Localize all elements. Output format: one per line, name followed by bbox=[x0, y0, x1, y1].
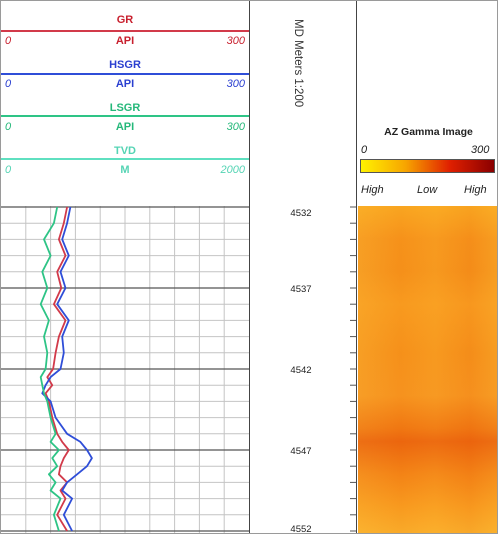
depth-ticks: 4532 4537 4542 4547 4552 bbox=[290, 206, 356, 534]
depth-track-separator bbox=[356, 1, 357, 533]
curve-lines bbox=[39, 206, 93, 532]
image-color-scale-bar bbox=[360, 159, 495, 173]
gr-legend-line bbox=[1, 30, 249, 32]
curve-track-separator bbox=[249, 1, 250, 533]
gr-curve bbox=[44, 206, 70, 532]
depth-tick-label: 4547 bbox=[290, 446, 311, 457]
image-scale-min: 0 bbox=[361, 144, 368, 156]
depth-tick-label: 4532 bbox=[290, 208, 311, 219]
hsgr-scale-min: 0 bbox=[5, 78, 12, 90]
lsgr-curve bbox=[39, 206, 62, 532]
tvd-scale-min: 0 bbox=[5, 164, 12, 176]
hsgr-curve-name: HSGR bbox=[109, 59, 141, 71]
gr-curve-name: GR bbox=[116, 14, 134, 26]
lsgr-curve-name: LSGR bbox=[109, 102, 141, 114]
curve-track-grid bbox=[1, 206, 249, 533]
hsgr-scale-max: 300 bbox=[226, 78, 245, 90]
depth-track-title-text: MD Meters 1:200 bbox=[292, 19, 304, 108]
gr-scale-min: 0 bbox=[5, 35, 12, 47]
hsgr-curve bbox=[41, 206, 93, 532]
hsgr-legend-line bbox=[1, 73, 249, 75]
log-chart[interactable]: 4532 4537 4542 4547 4552 bbox=[1, 206, 357, 534]
tvd-curve-name: TVD bbox=[114, 145, 136, 157]
image-scale-max: 300 bbox=[471, 144, 490, 156]
lsgr-unit: API bbox=[115, 121, 135, 133]
depth-tick-label: 4542 bbox=[290, 365, 311, 376]
depth-tick-label: 4552 bbox=[290, 524, 311, 534]
hsgr-unit: API bbox=[115, 78, 135, 90]
depth-tick-label: 4537 bbox=[290, 284, 311, 295]
lsgr-scale-min: 0 bbox=[5, 121, 12, 133]
image-label-high-left: High bbox=[361, 184, 384, 196]
gr-scale-max: 300 bbox=[226, 35, 245, 47]
image-track-title: AZ Gamma Image bbox=[384, 126, 473, 138]
image-label-high-right: High bbox=[464, 184, 487, 196]
tvd-unit: M bbox=[120, 164, 130, 176]
lsgr-legend-line bbox=[1, 115, 249, 117]
tvd-legend-line bbox=[1, 158, 249, 160]
lsgr-scale-max: 300 bbox=[226, 121, 245, 133]
az-gamma-image[interactable] bbox=[358, 206, 497, 533]
image-label-low: Low bbox=[417, 184, 438, 196]
tvd-scale-max: 2000 bbox=[220, 164, 245, 176]
gr-unit: API bbox=[115, 35, 135, 47]
